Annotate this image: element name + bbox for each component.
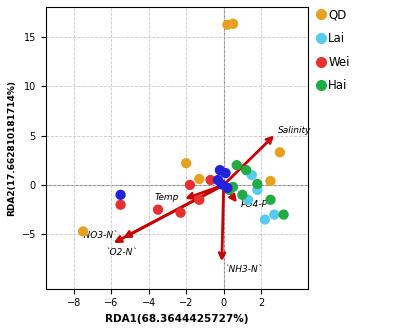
Point — [230, 21, 236, 26]
Point — [243, 167, 249, 173]
Point — [254, 181, 260, 187]
Point — [234, 163, 240, 168]
Point — [196, 197, 202, 203]
Point — [117, 192, 124, 198]
Legend: QD, Lai, Wei, Hai: QD, Lai, Wei, Hai — [316, 7, 351, 93]
Y-axis label: RDA2(17.662810181714%): RDA2(17.662810181714%) — [7, 80, 16, 216]
Point — [117, 202, 124, 207]
Point — [271, 212, 278, 217]
Text: Salinity: Salinity — [278, 126, 312, 135]
Point — [267, 178, 274, 184]
Point — [277, 150, 283, 155]
Point — [218, 182, 225, 187]
Point — [196, 176, 202, 182]
Text: PO4-P: PO4-P — [241, 200, 268, 209]
Point — [245, 197, 251, 203]
Point — [217, 167, 223, 173]
Point — [224, 185, 231, 191]
Point — [177, 210, 184, 215]
Text: `NH3-N`: `NH3-N` — [224, 264, 263, 273]
Text: Temp: Temp — [154, 193, 179, 202]
X-axis label: RDA1(68.3644425727%): RDA1(68.3644425727%) — [105, 314, 248, 324]
Point — [224, 22, 231, 27]
Point — [215, 177, 221, 183]
Text: `NO3-N`: `NO3-N` — [79, 231, 118, 240]
Point — [239, 192, 246, 198]
Point — [262, 217, 268, 222]
Point — [183, 161, 189, 166]
Point — [254, 187, 260, 193]
Point — [80, 229, 86, 234]
Point — [155, 207, 161, 212]
Point — [248, 172, 255, 178]
Text: `O2-N`: `O2-N` — [106, 248, 138, 257]
Point — [222, 170, 229, 176]
Point — [230, 184, 236, 190]
Point — [187, 182, 193, 188]
Point — [267, 197, 274, 203]
Point — [280, 212, 287, 217]
Point — [226, 187, 232, 193]
Point — [207, 177, 214, 183]
